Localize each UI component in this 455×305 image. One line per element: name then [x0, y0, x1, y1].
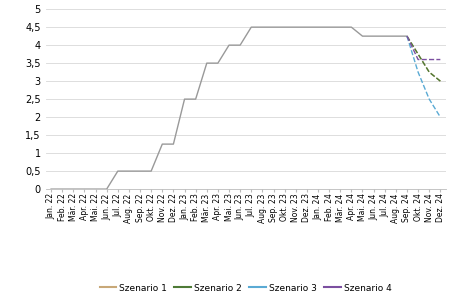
Legend: Szenario 1, Szenario 2, Szenario 3, Szenario 4: Szenario 1, Szenario 2, Szenario 3, Szen… [96, 280, 395, 296]
